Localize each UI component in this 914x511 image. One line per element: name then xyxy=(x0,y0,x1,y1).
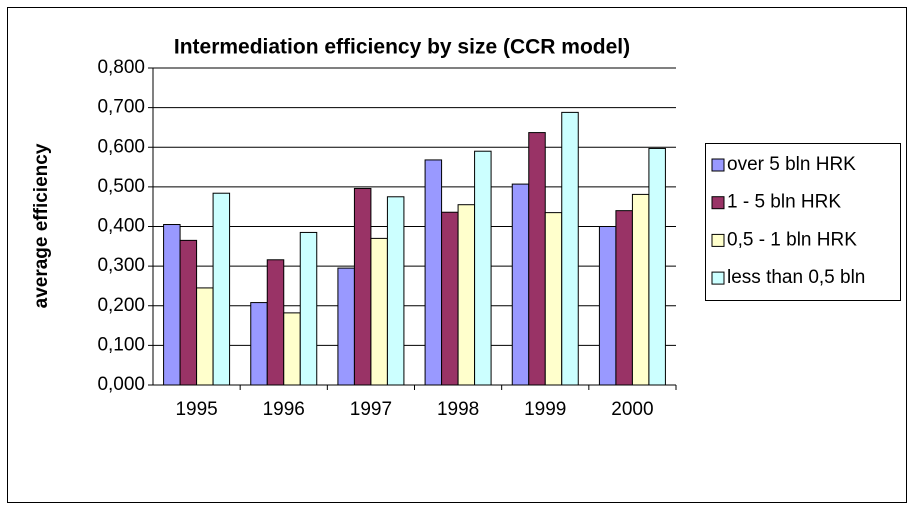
legend-swatch xyxy=(711,196,725,210)
bar xyxy=(370,237,388,386)
x-tick-label: 1998 xyxy=(437,399,479,420)
bar xyxy=(386,196,405,386)
y-tick-label: 0,000 xyxy=(97,374,145,395)
legend-label: over 5 bln HRK xyxy=(727,154,856,175)
chart-title: Intermediation efficiency by size (CCR m… xyxy=(174,36,630,59)
x-tick-label: 1999 xyxy=(524,399,566,420)
y-tick-label: 0,500 xyxy=(97,176,145,197)
x-tick-label: 1997 xyxy=(350,399,392,420)
legend-swatch xyxy=(711,158,725,172)
y-tick-label: 0,100 xyxy=(97,334,145,355)
bar xyxy=(474,150,492,386)
bar xyxy=(179,239,198,386)
y-tick-label: 0,700 xyxy=(97,97,145,118)
bar xyxy=(544,212,563,386)
bar xyxy=(561,111,579,386)
x-tick-label: 1996 xyxy=(263,399,305,420)
y-tick-label: 0,800 xyxy=(97,57,145,78)
bar xyxy=(250,302,268,386)
bar xyxy=(196,287,214,386)
bar xyxy=(212,192,231,386)
legend-swatch xyxy=(711,233,725,247)
bar xyxy=(457,204,476,386)
y-axis-label: average efficiency xyxy=(31,143,52,308)
bar xyxy=(528,132,546,386)
bar xyxy=(299,231,318,386)
legend-label: 0,5 - 1 bln HRK xyxy=(727,229,857,250)
x-tick-label: 2000 xyxy=(611,399,653,420)
bar xyxy=(598,226,617,386)
legend-label: less than 0,5 bln xyxy=(727,267,865,288)
legend-label: 1 - 5 bln HRK xyxy=(727,192,841,213)
bar xyxy=(266,259,285,386)
bar xyxy=(648,147,666,386)
legend-swatch xyxy=(711,271,725,285)
bar xyxy=(615,210,633,386)
bar xyxy=(631,193,650,386)
x-tick-label: 1995 xyxy=(175,399,217,420)
bar xyxy=(337,267,355,386)
bar xyxy=(511,183,530,386)
y-tick-label: 0,200 xyxy=(97,295,145,316)
bar xyxy=(441,211,459,386)
y-tick-label: 0,400 xyxy=(97,216,145,237)
y-tick-label: 0,300 xyxy=(97,255,145,276)
bar xyxy=(283,312,301,386)
legend-box xyxy=(705,143,901,301)
bar xyxy=(424,159,443,386)
bar xyxy=(353,187,372,386)
y-tick-label: 0,600 xyxy=(97,136,145,157)
bar xyxy=(163,224,181,386)
